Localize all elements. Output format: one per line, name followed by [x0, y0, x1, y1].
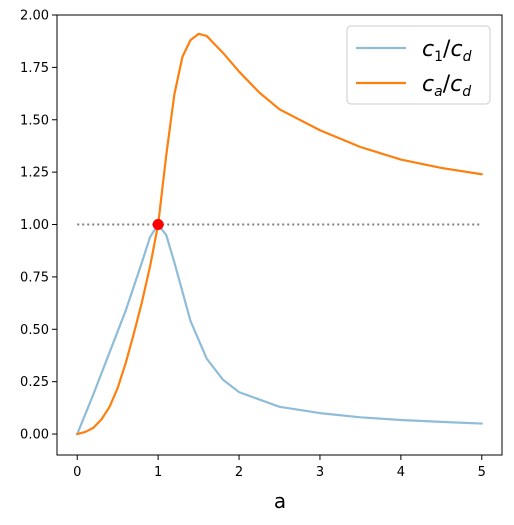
x-tick-label: 5 — [478, 465, 486, 480]
legend: c1/cd ca/cd — [346, 25, 491, 105]
y-axis-ticks: 0.00 0.25 0.50 0.75 1.00 1.25 1.50 1.75 2.00 — [20, 9, 57, 443]
x-axis-ticks: 0 1 2 3 4 5 — [73, 455, 486, 480]
plot-frame — [56, 14, 503, 456]
y-tick-label: 1.50 — [20, 113, 49, 128]
y-tick-label: 1.25 — [20, 166, 49, 181]
x-tick-label: 3 — [316, 465, 324, 480]
x-axis-label: a — [274, 489, 286, 513]
x-tick-label: 0 — [73, 465, 81, 480]
y-tick-label: 2.00 — [20, 9, 49, 24]
series-layer — [76, 32, 483, 436]
x-tick-label: 1 — [154, 465, 162, 480]
y-tick-label: 0.50 — [20, 323, 49, 338]
y-tick-label: 0.25 — [20, 375, 49, 390]
series-line-ca-cd — [76, 32, 483, 436]
marker-layer — [152, 219, 164, 231]
x-tick-label: 2 — [235, 465, 243, 480]
series-line-c1-cd — [76, 223, 483, 436]
legend-label-c1-cd: c1/cd — [422, 37, 472, 65]
legend-box — [346, 25, 491, 105]
y-tick-label: 1.75 — [20, 61, 49, 76]
intersection-marker — [152, 219, 164, 231]
y-tick-label: 0.75 — [20, 270, 49, 285]
y-tick-label: 1.00 — [20, 218, 49, 233]
legend-label-ca-cd: ca/cd — [422, 72, 471, 100]
x-tick-label: 4 — [397, 465, 405, 480]
y-tick-label: 0.00 — [20, 428, 49, 443]
